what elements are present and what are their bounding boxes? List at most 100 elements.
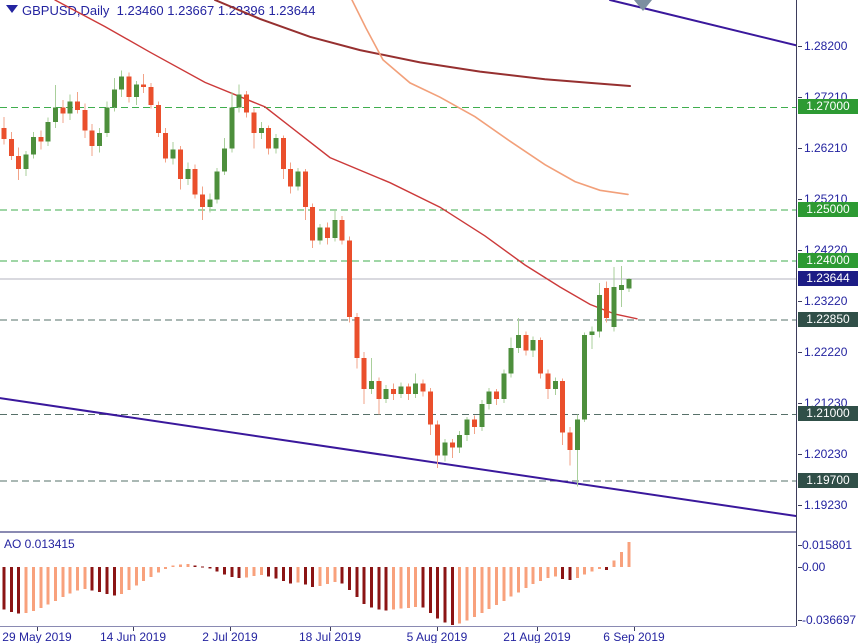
price-tickmark	[798, 301, 802, 302]
ma-mid-red[interactable]	[54, 0, 638, 320]
ma-fast-salmon[interactable]	[351, 0, 629, 196]
ao-bar	[178, 564, 182, 567]
ao-bar	[406, 567, 410, 608]
ao-bar	[450, 567, 454, 625]
ao-bar	[443, 567, 447, 623]
ao-bar	[149, 567, 153, 577]
ao-bar	[245, 567, 249, 578]
ao-bar	[568, 567, 572, 580]
candle-body	[170, 149, 176, 159]
ao-bar	[303, 567, 307, 585]
ohlc-readout: 1.23460 1.23667 1.23396 1.23644	[116, 3, 316, 18]
candle-body	[192, 168, 198, 195]
candle-body	[317, 227, 323, 241]
date-label: 18 Jul 2019	[298, 630, 362, 643]
ao-bar	[17, 567, 21, 614]
candle-body	[479, 404, 485, 428]
candle-body	[295, 171, 301, 187]
candle-body	[376, 381, 382, 400]
price-chart-pane[interactable]	[0, 0, 796, 531]
candle-body	[185, 168, 191, 180]
price-tickmark	[798, 148, 802, 149]
ao-bar	[311, 567, 315, 588]
price-badge-green: 1.25000	[798, 202, 858, 217]
ao-bar	[575, 567, 579, 579]
ao-bar	[487, 567, 491, 609]
pane-divider[interactable]	[0, 531, 796, 533]
candle-body	[442, 442, 448, 456]
candle-body	[530, 340, 536, 351]
candle-body	[38, 137, 44, 142]
ao-bar	[539, 567, 543, 581]
down-arrow-marker[interactable]	[634, 0, 652, 11]
candle-body	[177, 149, 183, 180]
ao-bar	[193, 565, 197, 567]
ao-bar	[362, 567, 366, 605]
date-tickmark	[437, 627, 438, 631]
ao-bar	[436, 567, 440, 619]
candle-body	[251, 112, 257, 134]
candle-body	[141, 84, 147, 87]
ao-bar	[340, 567, 344, 584]
trendline-lower[interactable]	[0, 397, 796, 517]
trendline-upper[interactable]	[609, 0, 796, 47]
ao-bar	[90, 567, 94, 591]
awesome-oscillator-pane[interactable]	[0, 534, 796, 626]
ao-bar	[509, 567, 513, 597]
date-tickmark	[537, 627, 538, 631]
candle-body	[155, 104, 161, 134]
ao-bar	[399, 567, 403, 609]
candle-body	[52, 107, 58, 122]
ao-bar	[274, 567, 278, 579]
candle-body	[427, 391, 433, 425]
candle-body	[574, 419, 580, 451]
ao-bar	[370, 567, 373, 608]
candle-body	[560, 381, 566, 433]
ao-bar	[318, 567, 322, 586]
time-axis-border	[0, 626, 796, 627]
ao-bar	[428, 567, 432, 613]
ao-bar	[252, 567, 256, 577]
ao-axis-label: 0.00	[802, 560, 826, 574]
candle-body	[16, 156, 22, 169]
ao-bar	[68, 567, 72, 594]
price-axis-strip[interactable]: 1.28200 1.27210 1.26210 1.25210 1.24220 1.232…	[797, 0, 860, 643]
candle-body	[163, 133, 169, 159]
ao-bar	[377, 567, 381, 610]
ao-bar	[553, 567, 557, 577]
ao-bar	[325, 567, 329, 585]
ao-bar	[524, 567, 528, 588]
candle-body	[82, 110, 88, 131]
ao-bar	[2, 567, 6, 610]
candle-body	[464, 419, 470, 435]
candle-body	[104, 107, 110, 134]
price-badge-green: 1.24000	[798, 253, 858, 268]
ma-slow-dark[interactable]	[214, 0, 631, 87]
candle-body	[199, 194, 205, 208]
ao-bar	[347, 567, 351, 590]
candle-body	[413, 383, 419, 394]
candle-body	[383, 388, 389, 400]
date-tickmark	[634, 627, 635, 631]
ao-bar	[53, 567, 57, 601]
ao-bar	[465, 567, 469, 621]
candle-body	[567, 432, 573, 451]
candle-body	[310, 207, 316, 241]
price-tickmark	[798, 505, 802, 506]
ao-bar	[76, 567, 79, 591]
candle-body	[148, 86, 154, 105]
ao-bar	[546, 567, 550, 579]
candle-body	[97, 133, 103, 146]
candle-body	[133, 84, 139, 98]
symbol-dropdown-arrow-icon[interactable]	[6, 5, 18, 13]
candle-body	[266, 127, 272, 149]
date-tickmark	[230, 627, 231, 631]
ao-bar	[98, 567, 102, 592]
ao-bar	[472, 567, 476, 617]
ao-axis-label: -0.036697	[802, 613, 857, 627]
candle-body	[369, 381, 374, 389]
price-tickmark	[798, 250, 802, 251]
candle-body	[222, 148, 227, 172]
ao-tickmark	[798, 545, 802, 546]
date-label: 6 Sep 2019	[603, 630, 665, 643]
